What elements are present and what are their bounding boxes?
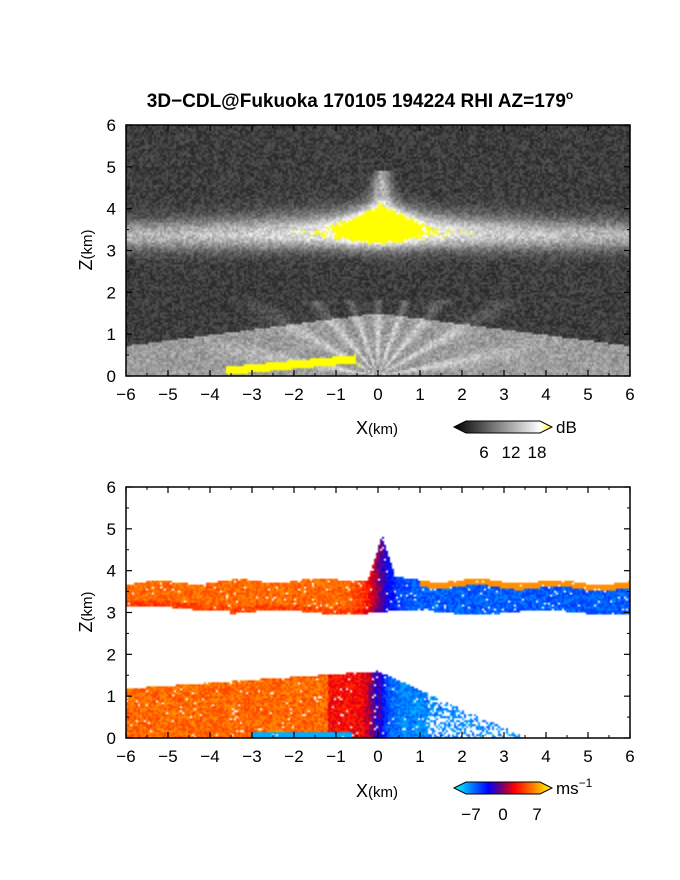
x-tick-label: 1 [415, 385, 424, 404]
backscatter-colorbar-unit: dB [556, 418, 577, 437]
backscatter-colorbar-tick: 6 [479, 443, 488, 462]
velocity-plot-area [126, 487, 630, 738]
y-tick-label: 1 [107, 687, 116, 706]
y-tick-label: 2 [107, 283, 116, 302]
chart-title: 3D−CDL@Fukuoka 170105 194224 RHI AZ=179o [147, 88, 574, 112]
y-tick-label: 3 [107, 604, 116, 623]
velocity-y-axis: 0 1 2 3 4 5 6 [107, 478, 630, 748]
x-tick-label: 1 [415, 747, 424, 766]
velocity-colorbar-tick: 7 [532, 805, 541, 824]
velocity-colorbar-tick: −7 [461, 805, 480, 824]
x-tick-label: −2 [284, 747, 303, 766]
x-tick-label: 6 [625, 385, 634, 404]
x-tick-label: 2 [457, 385, 466, 404]
y-tick-label: 5 [107, 158, 116, 177]
velocity-heatmap-image [126, 487, 630, 738]
backscatter-colorbar-tick: 12 [502, 443, 521, 462]
x-tick-label: −6 [116, 385, 135, 404]
x-tick-label: −1 [326, 747, 345, 766]
velocity-colorbar: ms−1 −7 0 7 [452, 776, 593, 824]
y-tick-label: 5 [107, 520, 116, 539]
velocity-y-label: Z(km) [76, 592, 96, 633]
y-tick-label: 6 [107, 478, 116, 497]
x-tick-label: 0 [373, 747, 382, 766]
x-tick-label: 6 [625, 747, 634, 766]
backscatter-colorbar: dB 6 12 18 [452, 418, 577, 462]
backscatter-x-axis: −6 −5 −4 −3 −2 −1 0 1 2 3 4 5 6 [116, 125, 635, 404]
x-tick-label: −4 [200, 747, 219, 766]
x-tick-label: 2 [457, 747, 466, 766]
velocity-x-label: X(km) [356, 781, 398, 801]
y-tick-label: 4 [107, 562, 116, 581]
backscatter-plot-area [126, 125, 630, 376]
velocity-x-axis: −6 −5 −4 −3 −2 −1 0 1 2 3 4 5 6 [116, 487, 635, 766]
y-tick-label: 0 [107, 729, 116, 748]
backscatter-y-axis: 0 1 2 3 4 5 6 [107, 116, 630, 386]
x-tick-label: 5 [583, 385, 592, 404]
x-tick-label: 4 [541, 385, 550, 404]
y-tick-label: 3 [107, 242, 116, 261]
y-tick-label: 0 [107, 367, 116, 386]
x-tick-label: −3 [242, 385, 261, 404]
backscatter-y-label: Z(km) [76, 230, 96, 271]
x-tick-label: −3 [242, 747, 261, 766]
x-tick-label: −4 [200, 385, 219, 404]
velocity-colorbar-tick: 0 [498, 805, 507, 824]
velocity-colorbar-unit: ms−1 [556, 776, 593, 798]
x-tick-label: −5 [158, 385, 177, 404]
backscatter-x-label: X(km) [356, 418, 398, 438]
y-tick-label: 1 [107, 325, 116, 344]
y-tick-label: 4 [107, 200, 116, 219]
x-tick-label: 4 [541, 747, 550, 766]
y-tick-label: 6 [107, 116, 116, 135]
x-tick-label: −6 [116, 747, 135, 766]
x-tick-label: −5 [158, 747, 177, 766]
backscatter-colorbar-tick: 18 [528, 443, 547, 462]
x-tick-label: −2 [284, 385, 303, 404]
x-tick-label: 0 [373, 385, 382, 404]
x-tick-label: 3 [499, 747, 508, 766]
backscatter-heatmap-image [126, 125, 630, 376]
x-tick-label: 3 [499, 385, 508, 404]
x-tick-label: −1 [326, 385, 345, 404]
y-tick-label: 2 [107, 645, 116, 664]
x-tick-label: 5 [583, 747, 592, 766]
